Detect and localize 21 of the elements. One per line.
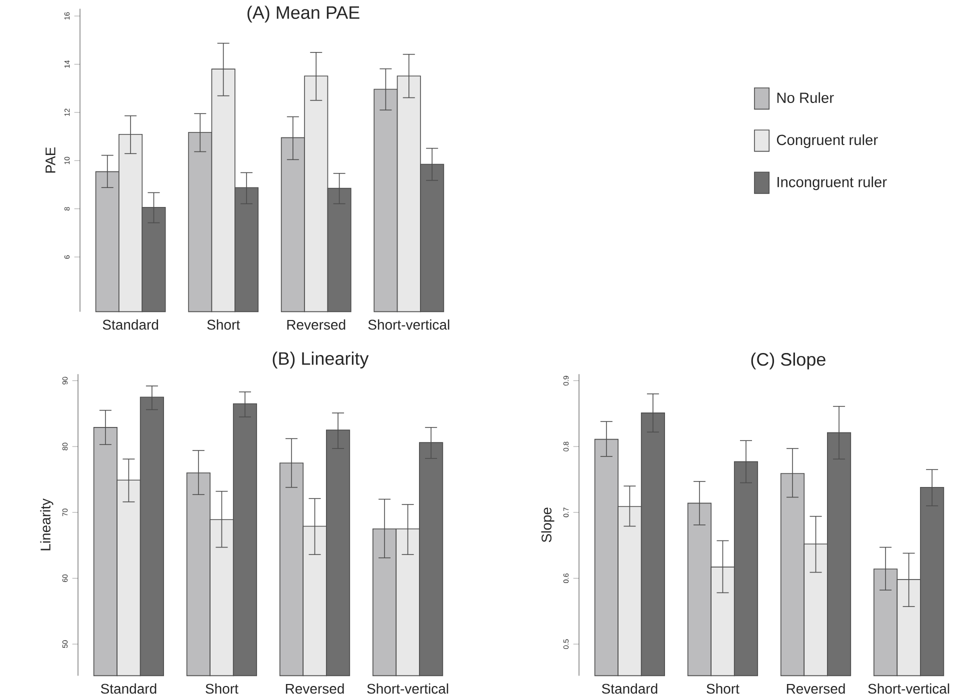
- x-tick-label: Standard: [100, 683, 156, 694]
- x-tick-label: Reversed: [287, 319, 346, 330]
- x-tick-label: Short-vertical: [868, 683, 950, 694]
- chart-title: (A) Mean PAE: [248, 6, 360, 23]
- x-tick-label: Short: [206, 683, 238, 694]
- chart-title: (B) Linearity: [272, 352, 369, 368]
- x-tick-label: Reversed: [786, 683, 845, 694]
- y-axis-title: Slope: [541, 508, 554, 542]
- x-tick-label: Reversed: [286, 683, 344, 694]
- legend-label: Congruent ruler: [776, 134, 878, 148]
- x-tick-label: Standard: [602, 683, 658, 694]
- x-tick-label: Short: [207, 319, 240, 330]
- chart-title: (C) Slope: [751, 352, 826, 370]
- x-tick-label: Standard: [102, 319, 158, 330]
- x-tick-label: Short: [706, 683, 740, 694]
- legend-label: Incongruent ruler: [778, 176, 887, 190]
- x-tick-label: Short-vertical: [367, 683, 448, 694]
- y-axis-title: Linearity: [40, 498, 54, 550]
- legend-label: No Ruler: [777, 92, 834, 103]
- y-axis-title: PAE: [46, 147, 56, 173]
- x-tick-label: Short-vertical: [368, 319, 450, 330]
